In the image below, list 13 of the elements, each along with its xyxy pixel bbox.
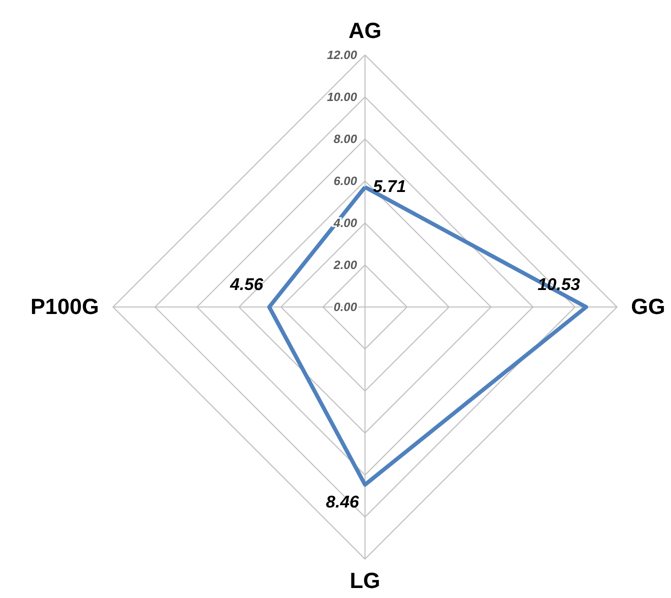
y-tick-label: 2.00 — [332, 258, 358, 272]
y-tick-label: 12.00 — [326, 48, 358, 62]
y-tick-label: 0.00 — [334, 300, 358, 314]
spoke-label: GG — [631, 294, 666, 319]
spoke-label: AG — [348, 18, 382, 43]
y-tick-label: 10.00 — [326, 90, 358, 104]
data-label: 5.71 — [373, 177, 406, 196]
spoke-label: LG — [350, 568, 380, 593]
data-label: 8.46 — [326, 492, 360, 512]
y-tick-label: 6.00 — [334, 174, 358, 188]
data-label: 4.56 — [229, 275, 264, 294]
spoke-label: P100G — [30, 294, 99, 319]
y-tick-label: 8.00 — [334, 132, 358, 146]
